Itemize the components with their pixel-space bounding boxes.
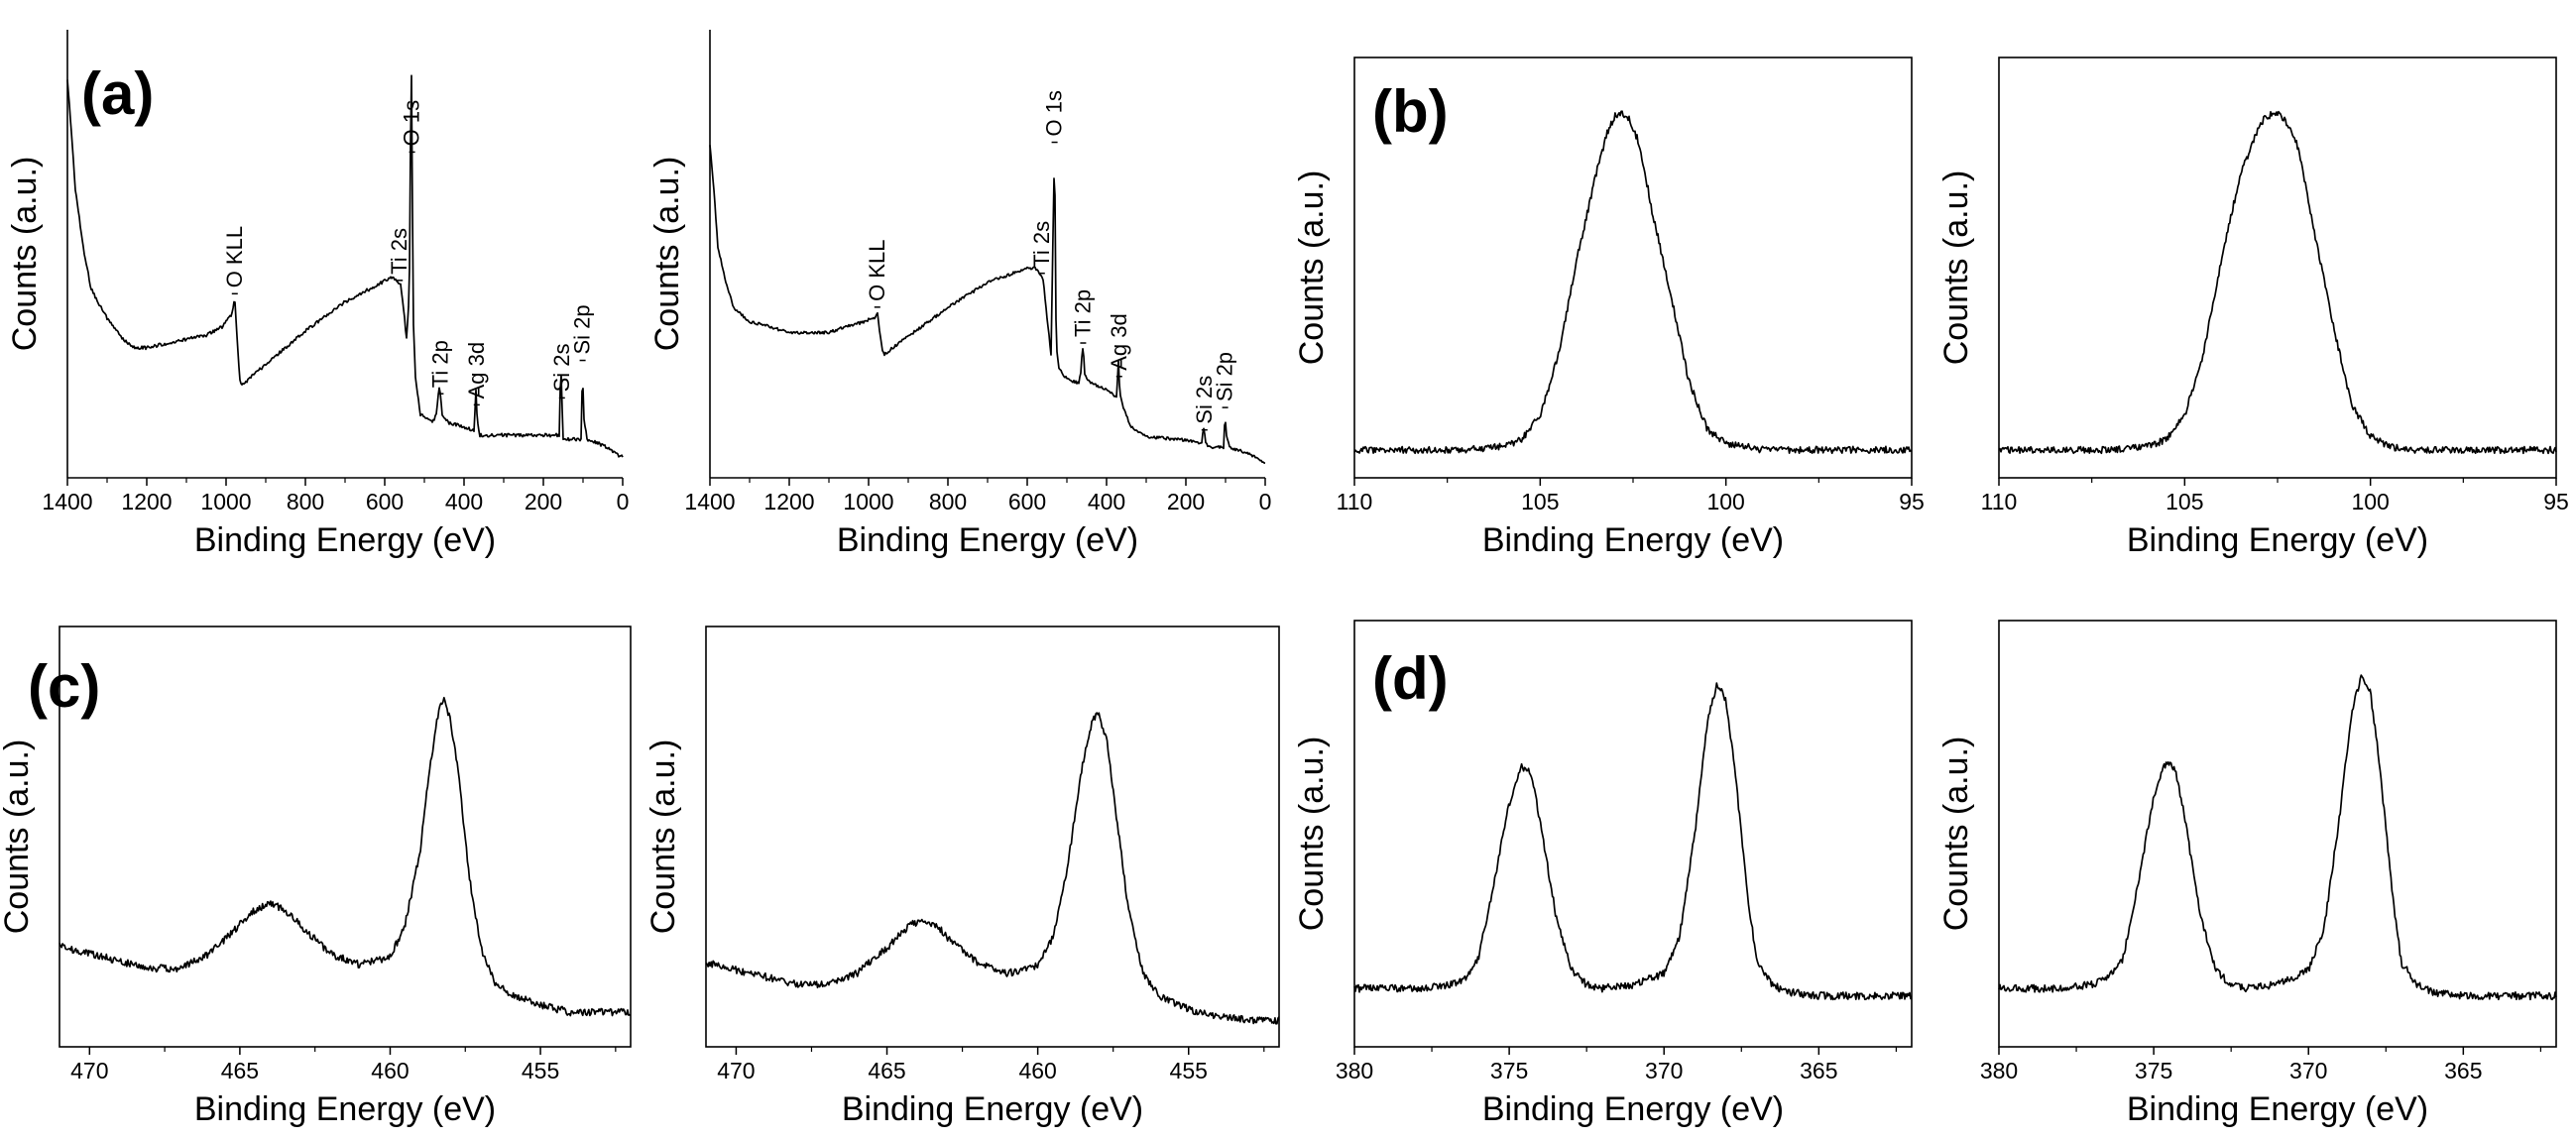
panel-label-d: (d) <box>1372 645 1449 712</box>
x-tick-label: 95 <box>2543 489 2569 514</box>
peak-label: Si 2p <box>1213 352 1237 401</box>
spectrum-line <box>1998 674 2557 1001</box>
x-tick-label: 370 <box>1645 1058 1683 1083</box>
x-tick-label: 400 <box>1088 489 1125 514</box>
x-tick-label: 455 <box>1170 1058 1208 1083</box>
peak-label: Si 2s <box>1192 376 1217 424</box>
peak-label: O KLL <box>222 226 247 287</box>
x-tick-label: 200 <box>525 489 562 514</box>
chart-panel-1: 1400 1200 1000 800 600 400 200 0 Binding Energy … <box>6 30 629 559</box>
y-axis-title: Counts (a.u.) <box>1937 171 1975 366</box>
x-tick-label: 400 <box>445 489 483 514</box>
y-axis-title: Counts (a.u.) <box>648 157 686 352</box>
chart-panel-5: 470 465 460 455 Binding Energy (eV) Counts (a… <box>0 626 632 1128</box>
x-tick-label: 105 <box>1521 489 1559 514</box>
x-tick-label: 380 <box>1336 1058 1373 1083</box>
chart-panel-8: 380 375 370 365 Binding Energy (eV) Counts (a… <box>1937 620 2557 1128</box>
x-tick-label: 460 <box>371 1058 409 1083</box>
x-tick-label: 1200 <box>121 489 172 514</box>
plot-frame <box>1998 57 2557 479</box>
x-tick-label: 95 <box>1899 489 1925 514</box>
plot-frame <box>1998 620 2557 1048</box>
peak-label: O 1s <box>1042 90 1067 136</box>
x-tick-label: 100 <box>2351 489 2389 514</box>
x-tick-label: 800 <box>929 489 967 514</box>
spectrum-line <box>709 145 1266 464</box>
x-tick-label: 800 <box>287 489 324 514</box>
peak-label: Ti 2s <box>387 228 411 275</box>
x-tick-label: 200 <box>1167 489 1205 514</box>
x-tick-label: 465 <box>221 1058 259 1083</box>
x-tick-label: 1400 <box>684 489 735 514</box>
spectrum-line <box>59 696 632 1017</box>
x-tick-label: 105 <box>2166 489 2203 514</box>
spectrum-line <box>1998 110 2557 455</box>
plot-frame <box>705 626 1280 1048</box>
chart-panel-3: 110 105 100 95 Binding Energy (eV) Counts (a.… <box>1293 57 1925 559</box>
x-tick-label: 365 <box>1800 1058 1837 1083</box>
y-axis-title: Counts (a.u.) <box>644 740 682 935</box>
chart-panel-2: 1400 1200 1000 800 600 400 200 0 Binding Energy … <box>648 30 1271 559</box>
x-tick-label: 470 <box>70 1058 108 1083</box>
plot-frame <box>1353 620 1913 1048</box>
x-tick-label: 600 <box>366 489 404 514</box>
x-axis-title: Binding Energy (eV) <box>2127 1090 2428 1128</box>
y-axis-title: Counts (a.u.) <box>1937 737 1975 932</box>
peak-label: Ti 2p <box>427 340 452 388</box>
y-axis-title: Counts (a.u.) <box>1293 171 1331 366</box>
peak-label: Ti 2s <box>1029 221 1054 268</box>
x-tick-label: 0 <box>1259 489 1272 514</box>
spectrum-line <box>1353 110 1913 455</box>
x-tick-label: 0 <box>617 489 630 514</box>
x-tick-label: 1000 <box>843 489 893 514</box>
x-axis-title: Binding Energy (eV) <box>194 1090 496 1128</box>
x-tick-label: 1200 <box>763 489 814 514</box>
x-tick-label: 365 <box>2444 1058 2482 1083</box>
panel-label-b: (b) <box>1372 78 1449 145</box>
panel-label-c: (c) <box>28 653 100 720</box>
x-tick-label: 110 <box>1337 489 1373 514</box>
peak-label: O KLL <box>865 239 889 300</box>
x-axis-title: Binding Energy (eV) <box>842 1090 1143 1128</box>
peak-label: Ag 3d <box>1107 313 1131 371</box>
spectrum-line <box>1353 682 1913 1001</box>
x-axis-title: Binding Energy (eV) <box>2127 521 2428 559</box>
x-axis-title: Binding Energy (eV) <box>194 521 496 559</box>
x-tick-label: 465 <box>868 1058 905 1083</box>
x-tick-label: 110 <box>1981 489 2018 514</box>
peak-label: Si 2p <box>570 304 595 354</box>
x-tick-label: 455 <box>522 1058 559 1083</box>
panel-label-a: (a) <box>81 60 154 127</box>
chart-panel-7: 380 375 370 365 Binding Energy (eV) Counts (a… <box>1293 620 1913 1128</box>
spectrum-line <box>705 712 1280 1025</box>
chart-panel-6: 470 465 460 455 Binding Energy (eV) Counts (a… <box>644 626 1280 1128</box>
peak-label: Ag 3d <box>464 342 489 399</box>
y-axis-title: Counts (a.u.) <box>0 740 36 935</box>
y-axis-title: Counts (a.u.) <box>1293 737 1331 932</box>
x-tick-label: 470 <box>717 1058 755 1083</box>
plot-frame <box>59 626 632 1048</box>
x-tick-label: 460 <box>1018 1058 1056 1083</box>
x-axis-title: Binding Energy (eV) <box>1482 1090 1784 1128</box>
x-tick-label: 600 <box>1008 489 1046 514</box>
x-axis-title: Binding Energy (eV) <box>837 521 1138 559</box>
chart-panel-4: 110 105 100 95 Binding Energy (eV) Counts (a.… <box>1937 57 2569 559</box>
spectrum-line <box>66 74 624 458</box>
x-tick-label: 375 <box>1490 1058 1528 1083</box>
x-tick-label: 1400 <box>42 489 92 514</box>
x-tick-label: 380 <box>1980 1058 2018 1083</box>
y-axis-title: Counts (a.u.) <box>6 157 44 352</box>
x-tick-label: 1000 <box>200 489 251 514</box>
peak-label: Si 2s <box>549 343 574 392</box>
peak-label: O 1s <box>400 100 424 146</box>
x-tick-label: 370 <box>2289 1058 2327 1083</box>
x-tick-label: 100 <box>1706 489 1744 514</box>
x-axis-title: Binding Energy (eV) <box>1482 521 1784 559</box>
x-tick-label: 375 <box>2135 1058 2172 1083</box>
peak-label: Ti 2p <box>1070 289 1095 337</box>
